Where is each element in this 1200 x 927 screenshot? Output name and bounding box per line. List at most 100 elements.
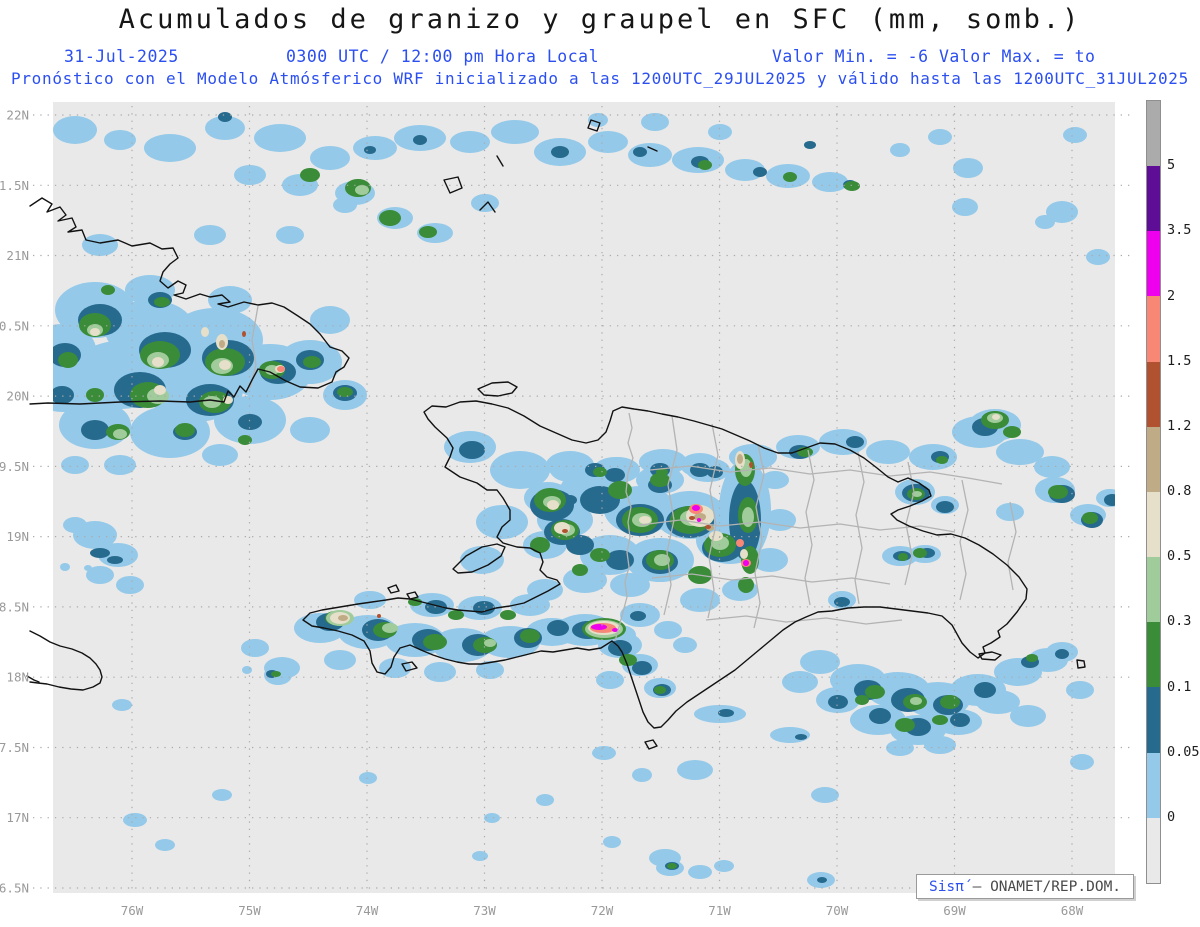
contour-blob-r1 bbox=[562, 529, 568, 533]
x-axis-label: 70W bbox=[826, 903, 849, 918]
contour-blob-c2 bbox=[219, 340, 225, 348]
colorbar-segment bbox=[1147, 101, 1160, 167]
admin-border-line bbox=[663, 415, 678, 616]
contour-blob-b1 bbox=[476, 505, 528, 539]
contour-blob-b1 bbox=[890, 143, 910, 157]
contour-blob-b2 bbox=[218, 112, 232, 122]
contour-blob-b1 bbox=[632, 768, 652, 782]
contour-blob-b1 bbox=[63, 517, 87, 533]
contour-blob-b1 bbox=[641, 113, 669, 131]
colorbar-segment bbox=[1147, 817, 1160, 883]
coastline bbox=[302, 400, 1028, 729]
x-axis-label: 69W bbox=[943, 903, 966, 918]
contour-blob-g1 bbox=[1048, 485, 1068, 499]
admin-border-line bbox=[651, 573, 891, 585]
map-title: Acumulados de granizo y graupel en SFC (… bbox=[118, 4, 1082, 35]
colorbar-label: 0.1 bbox=[1167, 678, 1192, 695]
colorbar-segment bbox=[1147, 231, 1160, 297]
contour-blob-g1 bbox=[738, 577, 754, 593]
contour-blob-b1 bbox=[588, 113, 608, 127]
contour-blob-b2 bbox=[551, 146, 569, 158]
contour-blob-b1 bbox=[212, 789, 232, 801]
contour-blob-b1 bbox=[924, 736, 956, 754]
contour-blob-b1 bbox=[310, 306, 350, 334]
contour-blob-g1 bbox=[650, 473, 670, 487]
contour-blob-b1 bbox=[490, 451, 550, 489]
coastline bbox=[452, 543, 506, 574]
contour-blob-m bbox=[697, 518, 701, 522]
colorbar-segment bbox=[1147, 166, 1160, 232]
contour-blob-b2 bbox=[606, 550, 634, 570]
colorbar-segment bbox=[1147, 557, 1160, 623]
contour-blob-b1 bbox=[725, 159, 765, 181]
colorbar-segment bbox=[1147, 687, 1160, 753]
admin-border-line bbox=[854, 451, 865, 605]
attribution-brand: Sisπ́ bbox=[928, 878, 964, 895]
admin-border-line bbox=[804, 449, 815, 606]
contour-blob-g1 bbox=[667, 863, 677, 869]
admin-border-line bbox=[959, 479, 969, 601]
contour-blob-b1 bbox=[1035, 215, 1055, 229]
contour-blob-g1 bbox=[1003, 426, 1021, 438]
contour-blob-g1 bbox=[379, 210, 401, 226]
contour-blob-b2 bbox=[974, 682, 996, 698]
contour-blob-g2 bbox=[382, 623, 398, 633]
contour-blob-m bbox=[591, 624, 607, 630]
colorbar: 5 3.5 2 1.5 1.2 0.8 0.5 0.3 0.1 0.05 0 bbox=[1146, 100, 1200, 884]
colorbar-label: 0.3 bbox=[1167, 613, 1192, 630]
contour-blob-g1 bbox=[300, 168, 320, 182]
contour-blob-b1 bbox=[116, 576, 144, 594]
contour-blob-b2 bbox=[459, 441, 485, 459]
coastline bbox=[587, 119, 601, 132]
colorbar-segment bbox=[1147, 491, 1160, 558]
contour-blob-b2 bbox=[630, 611, 646, 621]
contour-blob-g1 bbox=[101, 285, 115, 295]
x-axis-labels: 76W 75W 74W 73W 72W 71W 70W 69W 68W bbox=[121, 903, 1084, 918]
contour-blob-b1 bbox=[276, 226, 304, 244]
contour-blob-b1 bbox=[82, 234, 118, 256]
contour-blob-b1 bbox=[1034, 456, 1070, 478]
subtitle-min-max: Valor Min. = -6 Valor Max. = to bbox=[772, 47, 1096, 66]
contour-blob-b1 bbox=[812, 172, 848, 192]
coastline bbox=[443, 176, 463, 194]
subtitle-model-info: Pronóstico con el Modelo Atmósferico WRF… bbox=[11, 69, 1189, 88]
contour-blob-b1 bbox=[1046, 201, 1078, 223]
contour-blob-c1 bbox=[90, 328, 100, 336]
subtitle-date: 31-Jul-2025 bbox=[64, 47, 179, 66]
coastline bbox=[401, 661, 418, 672]
contour-blob-g1 bbox=[590, 548, 610, 562]
x-axis-label: 76W bbox=[121, 903, 144, 918]
x-axis-label: 74W bbox=[356, 903, 379, 918]
contour-blob-b1 bbox=[476, 661, 504, 679]
contour-blob-b2 bbox=[605, 468, 625, 482]
contour-blob-b1 bbox=[1070, 754, 1094, 770]
contour-blob-b1 bbox=[596, 671, 624, 689]
contour-blob-m bbox=[612, 628, 618, 632]
contour-blob-g1 bbox=[654, 686, 666, 694]
contour-blob-b1 bbox=[610, 573, 650, 597]
colorbar-label: 3.5 bbox=[1167, 222, 1192, 239]
contour-blob-b1 bbox=[996, 503, 1024, 521]
contour-blob-g1 bbox=[86, 388, 104, 402]
colorbar-segment bbox=[1147, 361, 1160, 427]
contour-blob-b1 bbox=[708, 124, 732, 140]
contour-blob-g1 bbox=[940, 695, 960, 709]
admin-border-line bbox=[1007, 501, 1017, 591]
coastline bbox=[1076, 659, 1086, 669]
contour-blob-b1 bbox=[510, 594, 550, 616]
contour-blob-b2 bbox=[1055, 649, 1069, 659]
contour-blob-b1 bbox=[61, 456, 89, 474]
contour-blob-g1 bbox=[898, 553, 908, 561]
contour-blob-g1 bbox=[572, 564, 588, 576]
contour-blob-g1 bbox=[855, 695, 869, 705]
contour-blob-g1 bbox=[783, 172, 797, 182]
accumulation-contours bbox=[53, 112, 1115, 888]
y-axis-label: 6.5N bbox=[0, 881, 29, 896]
contour-blob-b1 bbox=[928, 129, 952, 145]
contour-blob-b1 bbox=[819, 429, 867, 455]
subtitle-valid-time: 0300 UTC / 12:00 pm Hora Local bbox=[286, 47, 600, 66]
contour-blob-c1 bbox=[547, 500, 559, 510]
contour-blob-b1 bbox=[491, 120, 539, 144]
contour-blob-b1 bbox=[1063, 127, 1087, 143]
